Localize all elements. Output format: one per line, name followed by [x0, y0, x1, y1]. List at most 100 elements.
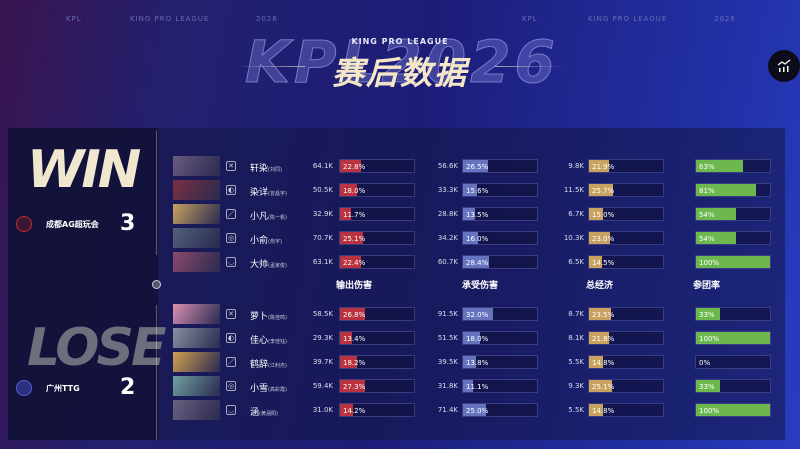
economy-value: 6.5K [568, 258, 584, 266]
taken-value: 51.5K [437, 334, 458, 342]
econ_pct-label: 21.8% [592, 335, 615, 343]
player-row: ／ 鹤辞(江利杰) 39.7K 18.2% 39.5K 13.8% 5.5K 1… [173, 352, 773, 372]
player-name: 小凡(陈一帆) [250, 209, 287, 222]
hero-avatar [173, 180, 220, 200]
part-bar: 54% [695, 207, 771, 221]
econ_pct-bar: 14.8% [588, 403, 664, 417]
taken_pct-fill [463, 208, 476, 220]
econ_pct-bar: 23.0% [588, 231, 664, 245]
economy-value: 8.1K [568, 334, 584, 342]
economy-value: 9.3K [568, 382, 584, 390]
dmg_pct-label: 26.8% [343, 311, 366, 319]
econ_pct-fill [589, 356, 603, 368]
dmg_pct-fill [340, 332, 353, 344]
taken_pct-label: 13.8% [466, 359, 489, 367]
taken_pct-bar: 32.0% [462, 307, 538, 321]
stats-button[interactable] [768, 50, 800, 82]
taken_pct-fill [463, 256, 490, 268]
dmg_pct-label: 18.0% [343, 187, 366, 195]
player-real-name: (曾昌宇) [268, 191, 287, 197]
damage-value: 50.5K [312, 186, 333, 194]
damage-value: 63.1K [312, 258, 333, 266]
player-name: 小俞(俞宇) [250, 233, 282, 246]
hero-avatar [173, 156, 220, 176]
econ_pct-fill [589, 184, 613, 196]
part-fill [696, 208, 736, 220]
econ_pct-fill [589, 256, 603, 268]
role-farm-icon: ◎ [226, 381, 236, 391]
player-row: ／ 小凡(陈一帆) 32.9K 11.7% 28.8K 13.5% 6.7K 1… [173, 204, 773, 224]
player-id: 小雪 [250, 384, 269, 394]
hero-avatar [173, 252, 220, 272]
economy-value: 11.5K [563, 186, 584, 194]
lose-label: LOSE [27, 318, 166, 378]
player-id: 涵 [250, 408, 260, 418]
player-name: 小雪(高彩霞) [250, 381, 287, 394]
top-label: KPL [66, 15, 82, 23]
part-bar: 100% [695, 331, 771, 345]
taken_pct-fill [463, 184, 478, 196]
part-label: 100% [699, 407, 720, 415]
taken_pct-fill [463, 232, 478, 244]
taken_pct-label: 16.0% [466, 235, 489, 243]
damage-value: 59.4K [312, 382, 333, 390]
taken-value: 34.2K [437, 234, 458, 242]
dmg_pct-bar: 26.8% [339, 307, 415, 321]
taken_pct-fill [463, 404, 487, 416]
dmg_pct-label: 25.1% [343, 235, 366, 243]
taken_pct-label: 13.5% [466, 211, 489, 219]
econ_pct-bar: 23.5% [588, 307, 664, 321]
role-jungle-icon: ✕ [226, 161, 236, 171]
part-bar: 33% [695, 379, 771, 393]
econ_pct-label: 14.8% [592, 359, 615, 367]
player-real-name: (陈一帆) [268, 215, 287, 221]
dmg_pct-label: 27.3% [343, 383, 366, 391]
econ_pct-label: 21.9% [592, 163, 615, 171]
player-name: 轩染(刘同) [250, 161, 282, 174]
header-economy: 总经济 [586, 281, 614, 291]
taken_pct-fill [463, 380, 474, 392]
taken-value: 71.4K [437, 406, 458, 414]
taken_pct-label: 25.0% [466, 407, 489, 415]
dmg_pct-fill [340, 356, 357, 368]
player-row: ◎ 小俞(俞宇) 70.7K 25.1% 34.2K 16.0% 10.3K 2… [173, 228, 773, 248]
top-label: KPL [522, 15, 538, 23]
player-name: 染详(曾昌宇) [250, 185, 287, 198]
economy-value: 5.5K [568, 406, 584, 414]
role-mid-icon: ／ [226, 209, 236, 219]
economy-value: 10.3K [563, 234, 584, 242]
loser-score: 2 [120, 375, 136, 400]
winner-score: 3 [120, 211, 136, 236]
dmg_pct-label: 22.8% [343, 163, 366, 171]
part-label: 81% [699, 187, 715, 195]
damage-value: 29.3K [312, 334, 333, 342]
player-real-name: (江利杰) [268, 363, 287, 369]
chart-icon [777, 59, 791, 72]
taken_pct-bar: 13.5% [462, 207, 538, 221]
dmg_pct-fill [340, 232, 364, 244]
top-label: 2026 [256, 15, 278, 23]
taken-value: 91.5K [437, 310, 458, 318]
econ_pct-label: 25.7% [592, 187, 615, 195]
role-support-icon: ◡ [226, 405, 236, 415]
part-label: 33% [699, 311, 715, 319]
econ_pct-fill [589, 380, 613, 392]
player-id: 轩染 [250, 164, 269, 174]
part-bar: 100% [695, 403, 771, 417]
winner-team: 成都AG超玩会 [16, 216, 99, 232]
top-label: KING PRO LEAGUE [130, 15, 210, 23]
dmg_pct-label: 11.7% [343, 211, 366, 219]
taken_pct-label: 32.0% [466, 311, 489, 319]
dmg_pct-label: 18.2% [343, 359, 366, 367]
econ_pct-bar: 15.0% [588, 207, 664, 221]
econ_pct-label: 14.8% [592, 407, 615, 415]
role-farm-icon: ◎ [226, 233, 236, 243]
dmg_pct-bar: 13.4% [339, 331, 415, 345]
part-bar: 81% [695, 183, 771, 197]
taken-value: 60.7K [437, 258, 458, 266]
role-clash-icon: ◐ [226, 333, 236, 343]
taken_pct-bar: 18.0% [462, 331, 538, 345]
part-fill [696, 160, 743, 172]
top-label: 2026 [714, 15, 736, 23]
dmg_pct-bar: 18.0% [339, 183, 415, 197]
